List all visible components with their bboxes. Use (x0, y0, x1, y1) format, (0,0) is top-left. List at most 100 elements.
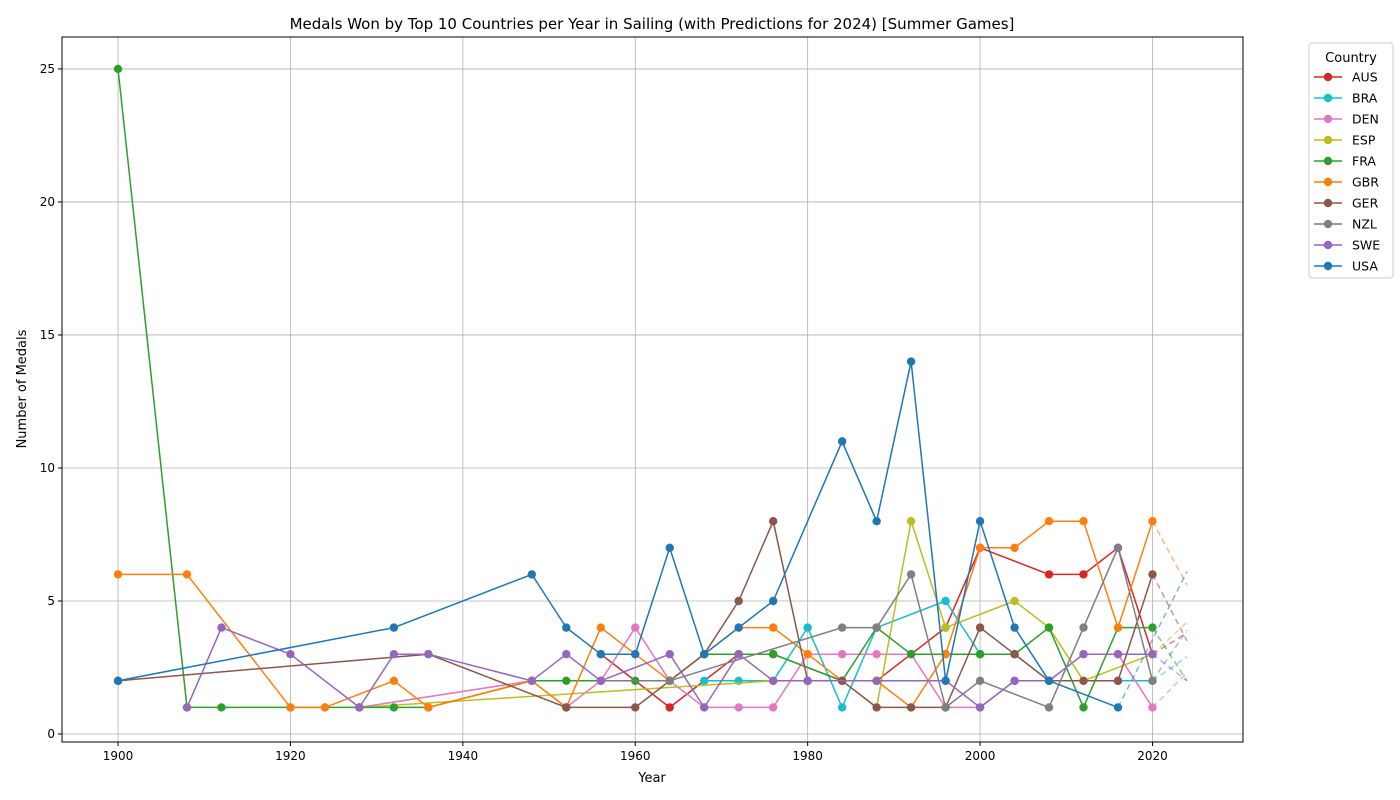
x-tick-label: 1960 (620, 749, 651, 763)
data-point-usa (631, 650, 640, 659)
data-point-usa (1113, 703, 1123, 712)
data-point-fra (1044, 623, 1054, 632)
data-point-gbr (424, 703, 433, 712)
data-point-swe (562, 650, 571, 659)
data-point-gbr (596, 623, 605, 632)
data-point-bra (837, 703, 847, 712)
legend-label: SWE (1352, 238, 1380, 253)
data-point-usa (562, 623, 571, 632)
y-tick-label: 20 (40, 195, 55, 209)
data-point-swe (527, 676, 537, 686)
data-point-den (872, 650, 881, 659)
prediction-line-nzl (1151, 629, 1188, 682)
series-fra (113, 64, 1188, 712)
legend-item-fra: FRA (1314, 154, 1376, 169)
data-point-fra (906, 650, 916, 659)
data-point-ger (1010, 650, 1019, 659)
x-axis-label: Year (637, 771, 666, 786)
data-point-esp (1010, 596, 1019, 606)
legend-label: AUS (1352, 70, 1378, 85)
data-point-esp (941, 623, 950, 632)
data-point-ger (768, 516, 778, 526)
data-point-ger (1079, 676, 1088, 686)
series-usa (113, 357, 1188, 712)
legend-item-esp: ESP (1314, 133, 1376, 148)
series-line-usa (117, 360, 1119, 709)
legend-item-gbr: GBR (1314, 175, 1379, 190)
data-point-swe (389, 650, 399, 659)
data-point-usa (837, 437, 847, 446)
legend-item-ger: GER (1314, 196, 1379, 211)
data-point-nzl (906, 570, 916, 579)
data-point-usa (906, 357, 916, 366)
data-point-gbr (1113, 623, 1123, 632)
x-tick-label: 1920 (275, 749, 306, 763)
x-tick-label: 1940 (448, 749, 479, 763)
data-point-gbr (389, 676, 399, 686)
series-ger (113, 516, 1188, 712)
data-point-usa (665, 543, 674, 552)
data-point-fra (389, 703, 399, 712)
y-tick-label: 10 (40, 461, 55, 475)
data-point-gbr (286, 703, 295, 712)
data-point-ger (734, 596, 743, 606)
legend-label: BRA (1352, 91, 1378, 106)
data-point-gbr (768, 623, 778, 632)
data-point-nzl (975, 676, 985, 686)
data-point-nzl (941, 703, 950, 712)
x-axis-ticks: 1900 1920 1940 1960 1980 2000 2020 (103, 742, 1168, 763)
data-point-gbr (1044, 516, 1054, 526)
legend-label: ESP (1352, 133, 1376, 148)
prediction-line-usa (1117, 571, 1188, 708)
legend-swatch-marker (1323, 177, 1333, 187)
data-point-aus (1044, 570, 1054, 579)
data-point-nzl (1044, 703, 1054, 712)
data-point-nzl (1148, 676, 1157, 686)
y-axis-ticks: 0 5 10 15 20 25 (40, 62, 62, 741)
data-point-swe (1148, 650, 1157, 659)
prediction-line-bra (1152, 656, 1188, 682)
legend-items: AUS BRA DEN ESP FRA GBR GER NZL SWE USA (1314, 70, 1380, 274)
data-point-fra (217, 703, 226, 712)
data-point-usa (1010, 623, 1019, 632)
legend-swatch-marker (1323, 93, 1333, 103)
data-point-nzl (1113, 543, 1123, 552)
data-point-ger (906, 703, 916, 712)
data-point-usa (768, 596, 778, 606)
legend-label: NZL (1352, 217, 1377, 232)
y-tick-label: 25 (40, 62, 55, 76)
data-point-ger (1148, 570, 1157, 579)
data-point-fra (768, 650, 778, 659)
legend: Country AUS BRA DEN ESP FRA GBR GER NZL SWE USA (1308, 42, 1394, 279)
data-point-gbr (1148, 516, 1157, 526)
data-point-nzl (872, 623, 881, 632)
legend-swatch-marker (1323, 240, 1333, 250)
data-point-fra (113, 64, 123, 74)
legend-item-den: DEN (1314, 112, 1379, 127)
data-point-bra (803, 623, 812, 632)
x-tick-label: 1900 (103, 749, 134, 763)
x-tick-label: 1980 (792, 749, 823, 763)
data-point-usa (596, 650, 605, 659)
data-point-swe (217, 623, 226, 632)
data-point-swe (768, 676, 778, 686)
data-point-gbr (182, 570, 192, 579)
data-point-swe (596, 676, 605, 686)
data-point-fra (562, 676, 571, 686)
data-point-nzl (837, 623, 847, 632)
data-point-usa (1044, 676, 1054, 686)
legend-item-swe: SWE (1314, 238, 1380, 253)
data-point-den (631, 623, 640, 632)
data-point-usa (941, 676, 950, 686)
prediction-line-esp (1151, 621, 1188, 655)
data-point-usa (734, 623, 743, 632)
legend-swatch-marker (1323, 219, 1333, 229)
data-point-ger (562, 703, 571, 712)
data-point-usa (872, 516, 881, 526)
gridlines (62, 37, 1243, 742)
data-point-gbr (975, 543, 985, 552)
data-point-gbr (320, 703, 330, 712)
data-point-usa (389, 623, 399, 632)
data-point-usa (975, 516, 985, 526)
